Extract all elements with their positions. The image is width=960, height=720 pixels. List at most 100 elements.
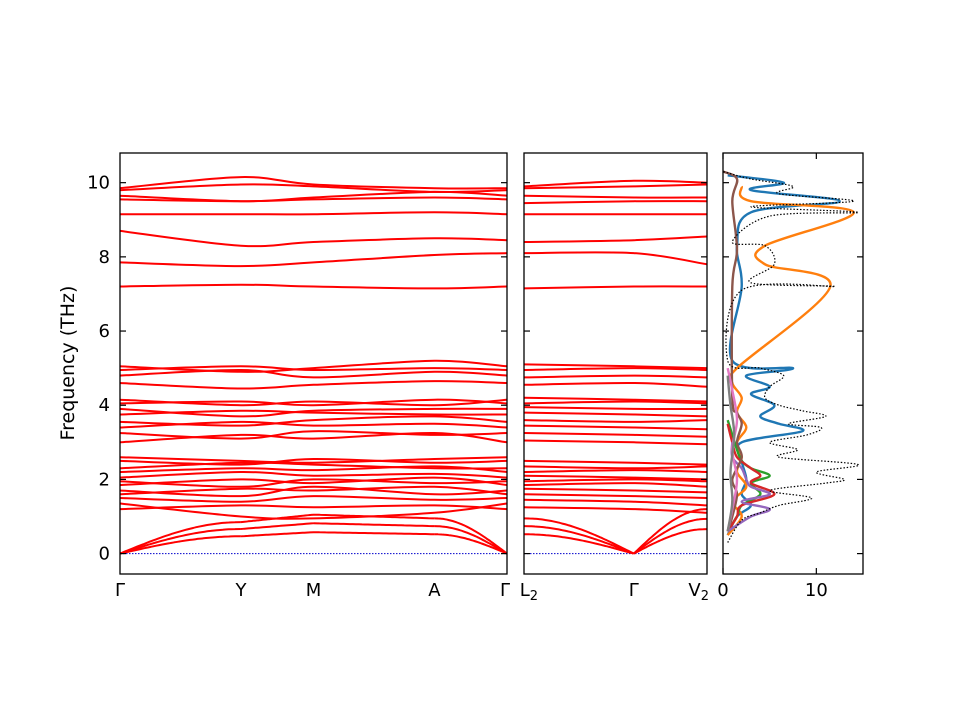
band-line — [523, 498, 708, 507]
band-line — [523, 200, 708, 205]
band-line — [119, 176, 508, 190]
band-line — [523, 469, 708, 473]
band-line — [523, 419, 708, 423]
band-line — [523, 251, 708, 266]
band-line — [119, 368, 508, 379]
band-line — [523, 478, 708, 483]
dos-x-tick-label: 0 — [717, 580, 728, 601]
band-line — [119, 183, 508, 194]
acoustic-branch — [523, 517, 635, 555]
band-line — [523, 406, 708, 411]
band-line — [119, 229, 508, 248]
acoustic-branch — [523, 533, 635, 555]
partial-dos-curve — [726, 375, 736, 532]
band-line — [119, 465, 508, 473]
y-tick-label: 8 — [99, 247, 110, 268]
y-tick-label: 6 — [99, 321, 110, 342]
acoustic-branch — [240, 531, 314, 538]
y-axis-title: Frequency (THz) — [57, 286, 79, 441]
dos-panel-frame — [722, 152, 864, 575]
kpoint-label: L2 — [520, 580, 538, 604]
band-line — [119, 457, 508, 466]
band-line — [119, 252, 508, 268]
band-line — [523, 493, 708, 499]
band-line — [119, 495, 508, 503]
band-line — [523, 487, 708, 494]
acoustic-branch — [633, 528, 708, 555]
dos-panel — [722, 170, 860, 543]
acoustic-branch — [119, 528, 241, 555]
band-line — [119, 430, 508, 440]
band-line — [119, 502, 508, 520]
band-line — [523, 506, 708, 514]
band-line — [119, 415, 508, 427]
band-line — [523, 285, 708, 290]
kpoint-label: M — [306, 580, 322, 601]
acoustic-branch — [633, 517, 708, 555]
band-line — [523, 439, 708, 446]
kpoint-label: Γ — [500, 580, 510, 601]
band-line — [523, 396, 708, 403]
acoustic-branch — [434, 517, 508, 555]
kpoint-label: Y — [234, 580, 247, 601]
band-line — [119, 365, 508, 372]
band-line — [523, 465, 708, 470]
band-line — [119, 461, 508, 470]
band-line — [119, 398, 508, 407]
partial-dos-curve — [727, 442, 771, 533]
band-panel-frame — [119, 152, 508, 575]
band-panel-1 — [119, 176, 508, 555]
band-line — [119, 478, 508, 488]
band-line — [523, 235, 708, 243]
band-line — [523, 432, 708, 438]
y-tick-label: 4 — [99, 395, 110, 416]
band-panel-frame — [523, 152, 708, 575]
acoustic-branch — [434, 525, 508, 555]
band-line — [119, 456, 508, 464]
band-line — [120, 211, 508, 216]
band-line — [119, 359, 508, 373]
band-line — [523, 474, 708, 481]
band-line — [119, 407, 508, 418]
acoustic-branch — [240, 522, 314, 530]
band-line — [119, 485, 508, 496]
kpoint-label: V2 — [688, 580, 709, 604]
acoustic-branch — [313, 531, 435, 536]
y-tick-label: 0 — [99, 544, 110, 565]
kpoint-label: A — [428, 580, 441, 601]
band-line — [119, 470, 508, 479]
acoustic-branch — [119, 521, 241, 555]
band-line — [119, 476, 508, 486]
acoustic-branch — [523, 525, 635, 555]
band-line — [119, 283, 508, 290]
band-line — [523, 482, 708, 488]
band-line — [523, 367, 708, 371]
band-line — [523, 183, 708, 190]
y-tick-label: 2 — [99, 469, 110, 490]
kpoint-label: Γ — [629, 580, 639, 601]
y-tick-label: 10 — [87, 173, 110, 194]
band-line — [119, 380, 508, 390]
acoustic-branch — [434, 533, 508, 555]
kpoint-label: Γ — [115, 580, 125, 601]
acoustic-branch — [119, 535, 241, 555]
band-line — [523, 363, 708, 370]
band-panel-2 — [523, 179, 708, 555]
band-line — [523, 424, 708, 431]
band-line — [523, 179, 708, 188]
band-line — [119, 398, 508, 407]
band-line — [523, 381, 708, 388]
band-line — [523, 459, 708, 466]
partial-dos-curve — [726, 185, 855, 536]
acoustic-branch — [633, 508, 708, 555]
acoustic-branch — [313, 522, 435, 528]
band-line — [523, 194, 708, 199]
band-line — [119, 196, 508, 203]
band-line — [119, 504, 508, 511]
band-line — [523, 411, 708, 418]
band-line — [523, 400, 708, 405]
band-line — [119, 485, 508, 498]
band-line — [523, 374, 708, 379]
band-line — [119, 409, 508, 416]
